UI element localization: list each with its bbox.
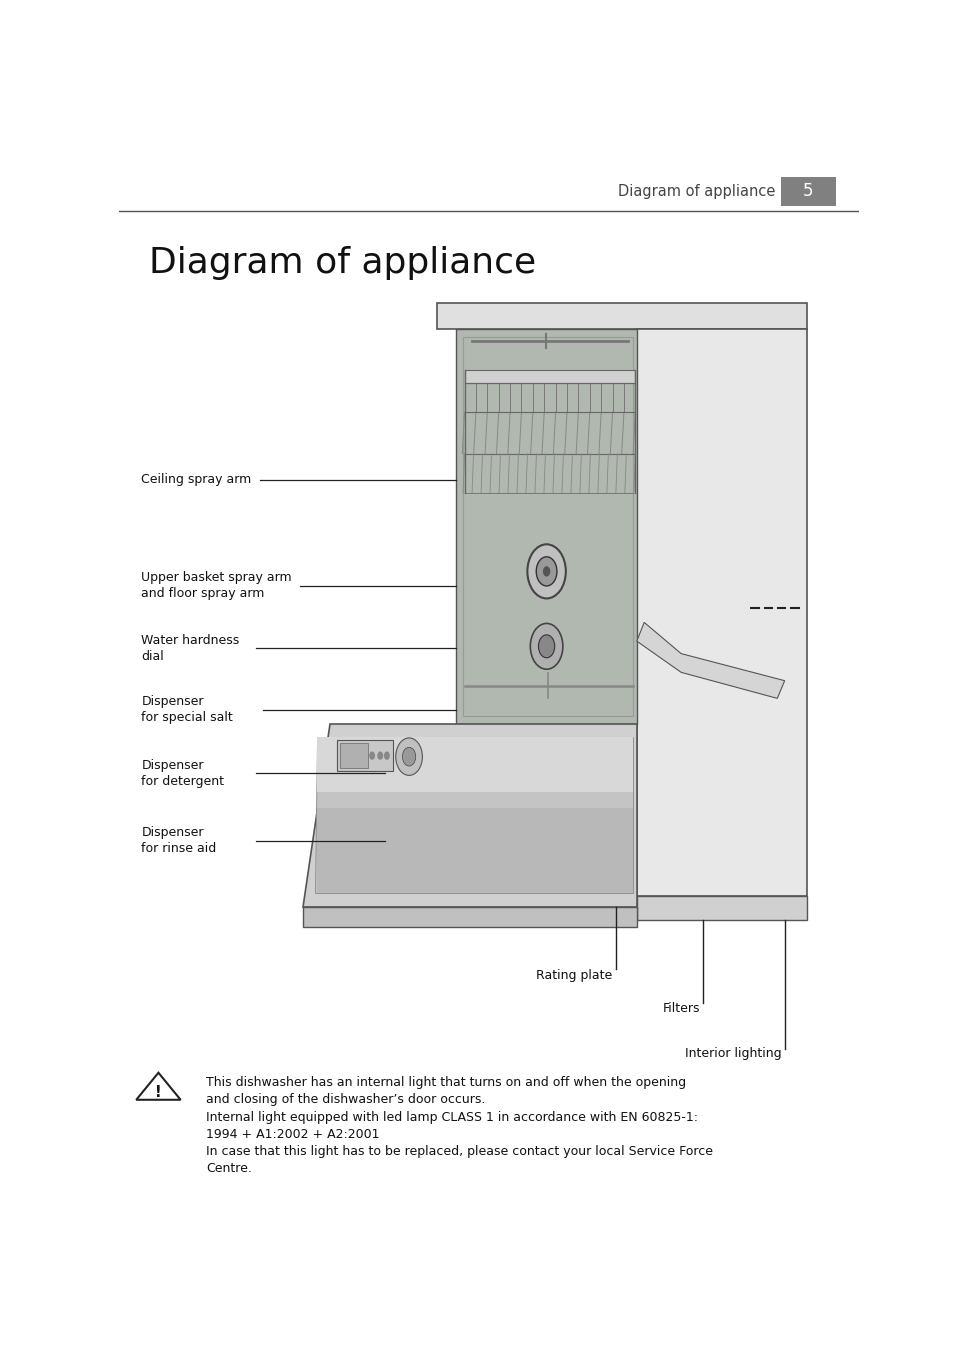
Polygon shape <box>637 622 783 699</box>
Text: This dishwasher has an internal light that turns on and off when the opening
and: This dishwasher has an internal light th… <box>206 1076 713 1175</box>
Circle shape <box>376 752 383 760</box>
Text: Dispenser
for rinse aid: Dispenser for rinse aid <box>141 826 216 856</box>
Polygon shape <box>637 329 806 896</box>
Polygon shape <box>136 1072 180 1099</box>
Circle shape <box>402 748 416 767</box>
Text: Upper basket spray arm
and floor spray arm: Upper basket spray arm and floor spray a… <box>141 572 292 600</box>
FancyBboxPatch shape <box>781 177 836 206</box>
Polygon shape <box>317 807 633 894</box>
Circle shape <box>542 566 550 576</box>
Circle shape <box>537 635 554 658</box>
Polygon shape <box>302 725 637 907</box>
Text: Diagram of appliance: Diagram of appliance <box>618 184 775 199</box>
Circle shape <box>530 623 562 669</box>
Bar <box>337 740 393 771</box>
Text: !: ! <box>155 1086 162 1101</box>
Text: Diagram of appliance: Diagram of appliance <box>149 246 536 280</box>
Circle shape <box>395 738 422 776</box>
Polygon shape <box>302 907 637 927</box>
Text: Interior lighting: Interior lighting <box>684 1046 781 1060</box>
Text: Ceiling spray arm: Ceiling spray arm <box>141 473 252 487</box>
Polygon shape <box>464 370 635 383</box>
Text: Filters: Filters <box>662 1002 700 1015</box>
Polygon shape <box>436 303 806 329</box>
Polygon shape <box>317 737 633 792</box>
Circle shape <box>369 752 375 760</box>
Polygon shape <box>456 329 637 725</box>
Text: Dispenser
for special salt: Dispenser for special salt <box>141 695 233 725</box>
Circle shape <box>383 752 390 760</box>
Text: 5: 5 <box>802 183 813 200</box>
Circle shape <box>527 545 565 599</box>
Polygon shape <box>637 896 806 921</box>
Text: Dispenser
for detergent: Dispenser for detergent <box>141 758 224 788</box>
Text: Rating plate: Rating plate <box>536 969 612 982</box>
Circle shape <box>536 557 557 585</box>
Polygon shape <box>314 737 633 894</box>
Text: Water hardness
dial: Water hardness dial <box>141 634 239 662</box>
Bar <box>339 744 367 768</box>
